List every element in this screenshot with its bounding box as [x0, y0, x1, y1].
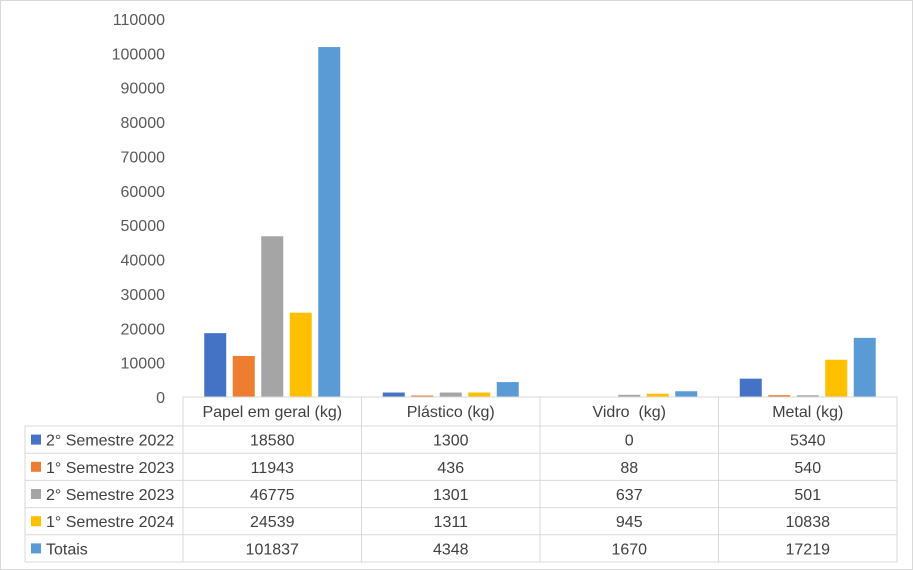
table-cell-value: 5340: [790, 433, 826, 450]
table-cell-value: 0: [625, 433, 634, 450]
series-name: 2° Semestre 2023: [46, 487, 174, 504]
y-tick-label: 80000: [121, 115, 166, 132]
legend-key: [31, 434, 41, 445]
bar: [382, 392, 405, 397]
y-tick-label: 30000: [121, 287, 166, 304]
bar: [318, 47, 341, 398]
bar: [496, 382, 519, 397]
data-table: Papel em geral (kg) Plástico (kg) Vidro (k…: [24, 396, 898, 563]
y-axis: 0 10000 20000 30000 40000 50000 60000 70000 8000…: [112, 12, 165, 407]
table-cell-value: 1670: [611, 541, 647, 558]
y-tick-label: 90000: [121, 81, 166, 98]
y-tick-label: 40000: [121, 253, 166, 270]
bar: [796, 395, 819, 397]
table-cell-value: 10838: [786, 514, 831, 531]
bar: [411, 395, 434, 397]
category-label: Papel em geral (kg): [202, 404, 342, 421]
y-tick-label: 10000: [121, 356, 166, 373]
y-tick-label: 70000: [121, 149, 166, 166]
y-tick-label: 0: [156, 390, 165, 407]
bar: [439, 392, 462, 397]
legend-key: [31, 461, 41, 472]
table-cell-value: 46775: [250, 487, 295, 504]
bar: [204, 333, 227, 397]
table-cell-value: 945: [616, 514, 643, 531]
legend-key: [31, 489, 41, 499]
category-label: Plástico (kg): [407, 404, 495, 421]
table-cell-value: 540: [794, 460, 821, 477]
bar: [675, 391, 698, 397]
table-cell-value: 24539: [250, 514, 295, 531]
table-cell-value: 4348: [433, 541, 469, 558]
table-cell-value: 17219: [786, 541, 831, 558]
y-tick-label: 110000: [113, 12, 165, 29]
table-cell-value: 1301: [433, 487, 469, 504]
table-cell-value: 1311: [434, 514, 469, 531]
plot-area: [204, 47, 876, 398]
y-tick-label: 50000: [121, 218, 166, 235]
table-cell-value: 637: [616, 487, 643, 504]
table-cell-value: 11943: [251, 460, 294, 477]
table-cell-value: 501: [794, 487, 821, 504]
table-cell-value: 1300: [433, 433, 469, 450]
category-label: Metal (kg): [772, 404, 843, 421]
y-tick-label: 60000: [121, 184, 166, 201]
table-cell-value: 436: [437, 460, 464, 477]
bar: [289, 312, 312, 397]
y-tick-label: 100000: [112, 46, 165, 63]
bar: [739, 378, 762, 397]
legend-key: [31, 516, 41, 527]
bar: [261, 236, 284, 397]
series-name: Totais: [46, 541, 88, 558]
bar: [853, 337, 876, 397]
bar: [825, 359, 848, 397]
bar: [468, 392, 491, 397]
bar: [646, 393, 669, 397]
series-name: 1° Semestre 2023: [46, 460, 174, 477]
bar: [768, 395, 791, 397]
series-name: 1° Semestre 2024: [46, 514, 174, 531]
legend-key: [31, 543, 41, 554]
bar: [232, 355, 255, 397]
table-cell-value: 88: [620, 460, 638, 477]
y-tick-label: 20000: [121, 321, 166, 338]
category-label: Vidro (kg): [592, 404, 666, 421]
table-cell-value: 18580: [250, 433, 295, 450]
series-name: 2° Semestre 2022: [46, 433, 174, 450]
table-cell-value: 101837: [246, 541, 299, 558]
bar: [618, 394, 641, 397]
